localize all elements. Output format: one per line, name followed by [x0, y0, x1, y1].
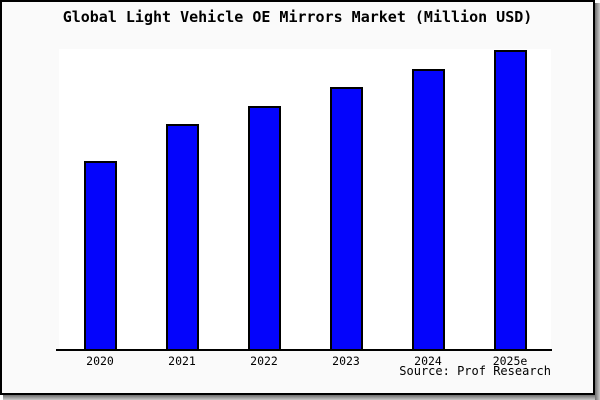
chart-frame: Global Light Vehicle OE Mirrors Market (… [0, 0, 595, 395]
bar-2022 [247, 106, 281, 349]
x-tick-label-2024: 2024 [414, 354, 442, 368]
x-tick-label-2020: 2020 [86, 354, 114, 368]
x-tick-label-2021: 2021 [168, 354, 196, 368]
plot-area [59, 49, 551, 349]
x-tick-label-2022: 2022 [250, 354, 278, 368]
chart-title: Global Light Vehicle OE Mirrors Market (… [62, 8, 533, 26]
x-tick-label-2023: 2023 [332, 354, 360, 368]
x-axis-line [56, 349, 552, 351]
frame-shadow-right [595, 3, 600, 400]
bar-2024 [411, 69, 445, 349]
x-tick-label-2025e: 2025e [492, 354, 528, 368]
bar-2021 [165, 124, 199, 349]
x-axis-labels: 2020 2021 2022 2023 2024 2025e [59, 354, 551, 368]
source-credit: Source: Prof Research [399, 364, 551, 378]
bar-2025e [493, 50, 527, 349]
frame-shadow-bottom [3, 395, 595, 400]
bar-2023 [329, 87, 363, 349]
bar-2020 [83, 161, 117, 349]
